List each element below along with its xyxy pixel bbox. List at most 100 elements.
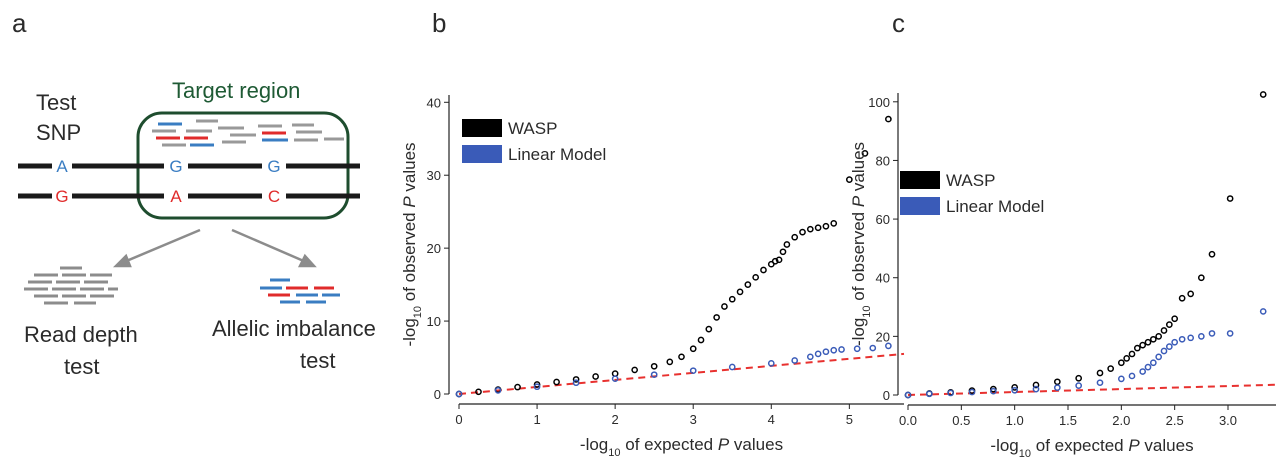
depth-reads [24, 266, 118, 305]
x-tick-label: 1.5 [1059, 413, 1077, 428]
point [853, 345, 861, 353]
reference-line [458, 352, 905, 395]
point [814, 224, 822, 232]
point [1128, 350, 1136, 358]
reference-line [907, 383, 1277, 396]
point [885, 115, 892, 123]
point [1178, 335, 1186, 343]
axis-label-part: P [718, 435, 730, 454]
x-tick-label: 0.5 [952, 413, 970, 428]
point [728, 363, 736, 371]
point [814, 350, 822, 358]
point [494, 387, 502, 394]
point [1117, 375, 1125, 383]
point [572, 376, 580, 383]
panel-label: b [432, 8, 446, 38]
axis-label-part: of observed [849, 207, 868, 305]
point [1107, 365, 1115, 372]
axis-label-part: -log [400, 318, 419, 346]
point [947, 389, 955, 397]
read-depth-label: test [64, 354, 99, 379]
allele: C [268, 187, 280, 206]
point [1160, 347, 1168, 355]
x-tick-label: 2 [612, 412, 619, 427]
axis-label-part: 10 [1019, 448, 1031, 460]
point [713, 314, 720, 321]
point [885, 342, 892, 350]
point [1032, 381, 1040, 389]
axis-label-part: -log [849, 318, 868, 346]
point [989, 387, 997, 395]
panel-label: c [892, 8, 905, 38]
point [1032, 385, 1040, 393]
point [775, 256, 783, 264]
read-depth-label: Read depth [24, 322, 138, 347]
arrows [112, 228, 317, 268]
point [553, 378, 560, 386]
point [1139, 368, 1147, 375]
x-tick-label: 2.5 [1166, 413, 1184, 428]
point [1187, 290, 1195, 298]
point [1133, 344, 1141, 352]
point [689, 345, 697, 353]
point [771, 257, 779, 265]
point [721, 303, 728, 310]
point [861, 149, 869, 157]
point [1171, 315, 1179, 323]
point [904, 391, 912, 399]
point [1096, 369, 1104, 377]
point [475, 388, 482, 396]
y-tick-label: 20 [876, 329, 890, 344]
axis-label-part: 10 [608, 447, 620, 459]
y-tick-label: 0 [883, 388, 890, 403]
point [592, 373, 599, 380]
target-region-label: Target region [172, 78, 300, 103]
point [1144, 338, 1152, 346]
x-tick-label: 3.0 [1219, 413, 1237, 428]
point [822, 348, 830, 356]
point [1171, 338, 1179, 346]
allele: G [267, 157, 280, 176]
point [838, 346, 845, 353]
point [925, 390, 933, 398]
point [1075, 374, 1083, 382]
point [1053, 384, 1061, 392]
point [736, 288, 744, 296]
point [1208, 250, 1216, 258]
chromosomes [18, 163, 360, 199]
point [1149, 335, 1157, 343]
point [1144, 363, 1152, 371]
x-tick-label: 4 [768, 412, 775, 427]
x-tick-label: 0 [455, 412, 462, 427]
point [1226, 195, 1234, 202]
point [572, 379, 580, 387]
x-tick-label: 5 [846, 412, 853, 427]
point [1165, 343, 1173, 350]
point [678, 353, 685, 361]
axis-label-part: values [1140, 436, 1194, 455]
axis-label-part: values [729, 435, 783, 454]
point [1259, 91, 1267, 98]
y-tick-label: 40 [427, 95, 441, 110]
y-tick-label: 80 [876, 153, 890, 168]
point [1165, 321, 1173, 328]
point [650, 371, 658, 379]
point [752, 273, 760, 281]
point [806, 225, 814, 233]
point [689, 367, 697, 375]
allele: G [169, 157, 182, 176]
point [767, 360, 775, 367]
point [1117, 359, 1125, 367]
point [514, 383, 521, 391]
point [1226, 330, 1234, 337]
point [791, 357, 799, 364]
point [822, 222, 830, 230]
y-tick-label: 100 [868, 95, 890, 110]
x-tick-label: 1.0 [1006, 413, 1024, 428]
axis-label-part: P [1128, 436, 1140, 455]
y-label-group: -log10 of observed P values [400, 142, 424, 346]
point [1197, 274, 1205, 282]
axis-label-part: -log [580, 435, 608, 454]
